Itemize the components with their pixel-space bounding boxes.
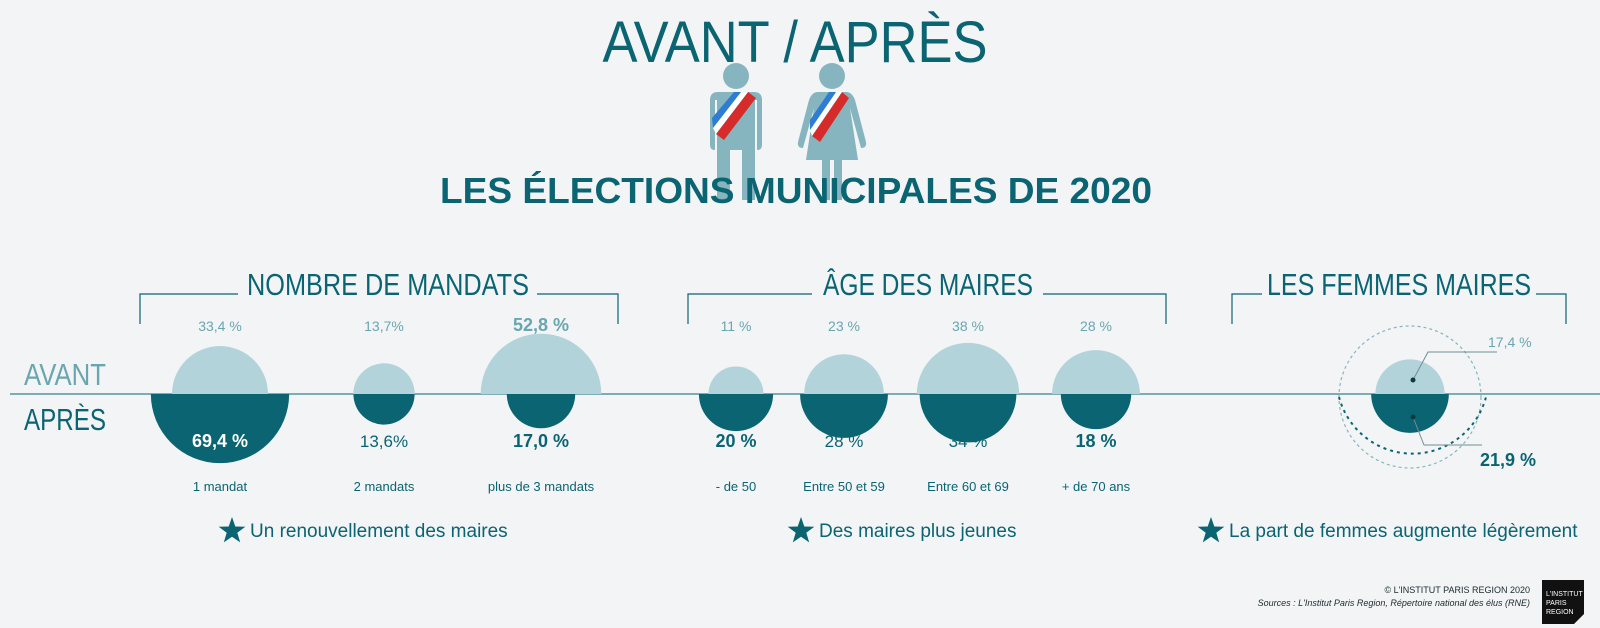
bubble-after	[1060, 394, 1132, 430]
institut-logo: L'INSTITUT PARIS REGION	[1542, 580, 1584, 624]
category-label: 2 mandats	[354, 479, 415, 494]
bubble-after	[150, 394, 290, 464]
star-icon	[218, 517, 246, 543]
bubble-before	[804, 354, 884, 394]
women-leader-after	[1412, 416, 1482, 446]
value-label-after: 34 %	[949, 432, 988, 451]
women-outer-ring-after	[1338, 396, 1487, 455]
panel-title-femmes: LES FEMMES MAIRES	[1267, 267, 1531, 302]
value-label-before: 38 %	[952, 318, 984, 334]
star-icon	[787, 517, 815, 543]
bubble-before	[916, 342, 1020, 394]
svg-text:PARIS: PARIS	[1546, 600, 1567, 607]
row-label-after: APRÈS	[24, 402, 106, 437]
copyright: © L'INSTITUT PARIS REGION 2020	[1384, 585, 1530, 595]
conclusion-text: Un renouvellement des maires	[250, 521, 508, 542]
male-mayor-icon	[710, 63, 762, 200]
panel-title-mandats: NOMBRE DE MANDATS	[247, 267, 529, 302]
bubble-before	[172, 346, 268, 394]
conclusion-3: La part de femmes augmente légèrement	[1197, 517, 1578, 543]
conclusion-2: Des maires plus jeunes	[787, 517, 1016, 543]
value-label-before: 52,8 %	[513, 315, 569, 335]
bubble-after	[1371, 394, 1449, 433]
category-label: 1 mandat	[193, 479, 248, 494]
main-title: AVANT / APRÈS	[603, 10, 988, 75]
category-label: Entre 60 et 69	[927, 479, 1009, 494]
svg-text:L'INSTITUT: L'INSTITUT	[1546, 591, 1583, 598]
category-label: - de 50	[716, 479, 756, 494]
women-leader-before	[1412, 351, 1497, 381]
bubble-before	[708, 366, 764, 394]
bubble-after	[353, 394, 415, 425]
conclusion-1: Un renouvellement des maires	[218, 517, 508, 543]
female-mayor-icon	[797, 63, 867, 200]
value-label-after: 20 %	[715, 431, 756, 451]
panel-title-age: ÂGE DES MAIRES	[823, 267, 1033, 302]
sources: Sources : L'Institut Paris Region, Réper…	[1258, 598, 1530, 608]
women-value-after: 21,9 %	[1480, 450, 1536, 470]
bubble-before	[480, 333, 602, 394]
svg-text:REGION: REGION	[1546, 609, 1574, 616]
value-label-after: 28 %	[825, 432, 864, 451]
bubble-after	[919, 394, 1017, 443]
star-icon	[1197, 517, 1225, 543]
value-label-before: 33,4 %	[198, 318, 242, 334]
subtitle: LES ÉLECTIONS MUNICIPALES DE 2020	[440, 170, 1152, 211]
bubble-before	[1052, 350, 1140, 394]
bubble-after	[800, 394, 888, 438]
category-label: + de 70 ans	[1062, 479, 1131, 494]
panel-brackets	[139, 293, 1567, 324]
value-label-after: 17,0 %	[513, 431, 569, 451]
category-label: plus de 3 mandats	[488, 479, 595, 494]
bubble-after	[698, 394, 774, 432]
conclusion-text: La part de femmes augmente légèrement	[1229, 521, 1578, 542]
value-label-before: 13,7%	[364, 318, 404, 334]
bubble-after	[506, 394, 576, 429]
category-label: Entre 50 et 59	[803, 479, 885, 494]
conclusion-text: Des maires plus jeunes	[819, 521, 1016, 542]
women-value-before: 17,4 %	[1488, 334, 1532, 350]
value-label-before: 11 %	[721, 318, 752, 334]
row-label-before: AVANT	[24, 357, 106, 392]
value-label-before: 28 %	[1080, 318, 1112, 334]
value-label-after: 13,6%	[360, 432, 408, 451]
value-label-after: 69,4 %	[192, 431, 248, 451]
women-panel-decoration	[1338, 325, 1497, 469]
bubble-before	[1375, 359, 1445, 394]
bubble-before	[353, 363, 415, 394]
value-label-after: 18 %	[1075, 431, 1116, 451]
value-label-before: 23 %	[828, 318, 860, 334]
